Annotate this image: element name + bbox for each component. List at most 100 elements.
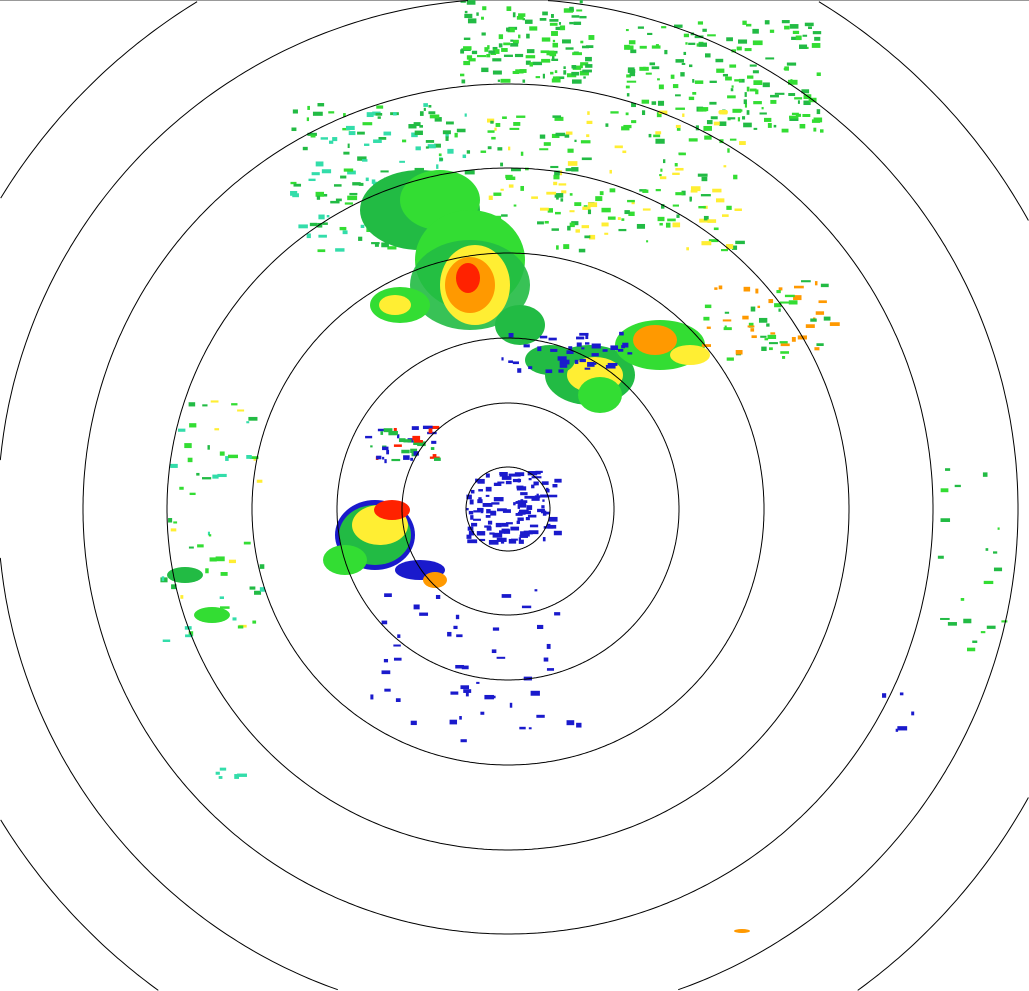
echo-pixel (493, 497, 504, 502)
echo-pixel (393, 444, 402, 447)
echo-pixel (464, 113, 467, 117)
echo-pixel (189, 423, 197, 428)
echo-pixel (423, 103, 428, 107)
echo-pixel (397, 634, 401, 638)
echo-pixel (180, 595, 184, 599)
echo-pixel (690, 190, 698, 193)
echo-pixel (478, 489, 483, 492)
echo-pixel (433, 457, 441, 461)
echo-pixel (695, 125, 699, 131)
echo-pixel (746, 110, 750, 115)
echo-pixel (734, 208, 742, 212)
echo-pixel (403, 439, 412, 443)
echo-pixel (563, 70, 567, 75)
echo-pixel (578, 248, 586, 253)
echo-pixel (569, 6, 574, 11)
echo-pixel (491, 502, 500, 505)
echo-pixel (220, 572, 228, 576)
echo-pixel (539, 335, 548, 339)
echo-pixel (750, 306, 756, 312)
echo-pixel (554, 193, 564, 198)
echo-pixel (563, 66, 566, 70)
echo-pixel (584, 235, 591, 239)
echo-pixel (311, 172, 320, 176)
echo-pixel (559, 170, 563, 176)
echo-pixel (413, 451, 419, 456)
echo-pixel (753, 101, 762, 105)
echo-pixel (725, 76, 732, 81)
echo-pixel (207, 445, 210, 450)
echo-pixel (380, 170, 389, 173)
echo-pixel (342, 230, 348, 235)
echo-pixel (617, 217, 621, 220)
echo-pixel (179, 486, 184, 490)
echo-pixel (528, 530, 539, 535)
echo-pixel (637, 26, 644, 29)
echo-pixel (436, 164, 439, 169)
echo-pixel (780, 343, 790, 347)
echo-pixel (730, 88, 734, 92)
echo-pixel (672, 204, 680, 207)
echo-pixel (786, 62, 797, 66)
echo-pixel (579, 64, 583, 69)
echo-pixel (237, 625, 244, 629)
echo-pixel (742, 20, 747, 25)
echo-pixel (428, 428, 433, 434)
echo-pixel (486, 509, 491, 514)
echo-pixel (645, 72, 652, 75)
echo-pixel (768, 347, 773, 351)
echo-pixel (498, 43, 503, 48)
echo-pixel (770, 99, 777, 104)
echo-pixel (184, 443, 192, 449)
echo-pixel (503, 42, 511, 46)
echo-pixel (587, 209, 592, 215)
echo-pixel (525, 55, 536, 59)
echo-pixel (765, 57, 775, 60)
echo-pixel (770, 94, 779, 98)
echo-pixel (485, 473, 490, 478)
echo-pixel (526, 505, 533, 510)
echo-pixel (376, 455, 382, 460)
echo-pixel (823, 316, 831, 321)
echo-pixel (513, 502, 516, 506)
echo-pixel (495, 122, 501, 127)
echo-pixel (439, 158, 444, 161)
echo-pixel (569, 21, 574, 25)
echo-pixel (339, 226, 347, 231)
echo-pixel (651, 66, 660, 70)
echo-cell (495, 305, 545, 345)
echo-pixel (234, 774, 240, 779)
echo-pixel (732, 108, 742, 113)
echo-pixel (701, 344, 711, 347)
echo-pixel (547, 208, 554, 213)
echo-pixel (516, 520, 520, 524)
echo-pixel (802, 114, 811, 118)
echo-pixel (370, 694, 374, 700)
echo-pixel (482, 6, 487, 11)
echo-pixel (428, 105, 432, 108)
echo-pixel (365, 435, 373, 439)
echo-pixel (497, 79, 501, 82)
echo-pixel (219, 451, 225, 456)
echo-pixel (243, 541, 251, 545)
echo-pixel (542, 11, 548, 16)
echo-pixel (585, 45, 594, 49)
echo-pixel (731, 245, 738, 250)
echo-pixel (486, 53, 491, 58)
echo-pixel (560, 198, 564, 202)
echo-pixel (581, 347, 585, 350)
echo-pixel (470, 489, 475, 494)
echo-pixel (629, 71, 636, 77)
echo-pixel (737, 117, 741, 122)
echo-pixel (573, 21, 582, 25)
echo-pixel (428, 111, 436, 115)
echo-pixel (453, 625, 458, 630)
echo-pixel (755, 89, 759, 95)
echo-pixel (485, 514, 491, 518)
echo-pixel (237, 409, 245, 412)
echo-pixel (460, 73, 465, 77)
echo-cell (456, 263, 480, 293)
echo-pixel (623, 124, 632, 129)
echo-pixel (161, 576, 165, 582)
echo-pixel (553, 174, 560, 180)
